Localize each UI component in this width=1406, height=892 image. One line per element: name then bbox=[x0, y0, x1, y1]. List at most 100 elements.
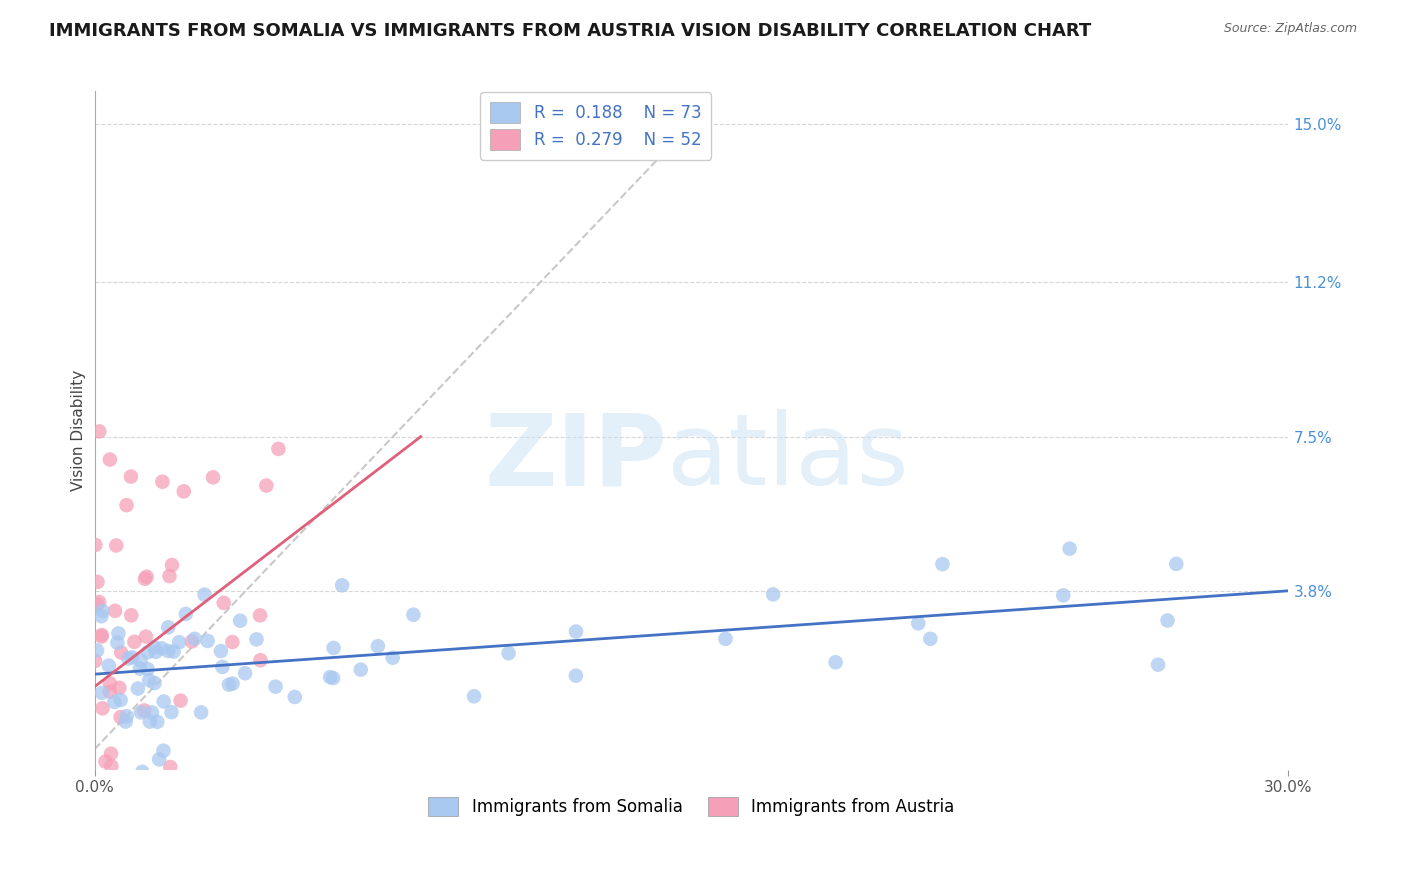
Point bbox=[254, 478, 277, 492]
Point bbox=[110, 693, 132, 707]
Point bbox=[120, 469, 142, 483]
Point bbox=[136, 662, 159, 676]
Point bbox=[330, 578, 353, 592]
Point bbox=[565, 668, 588, 682]
Y-axis label: Vision Disability: Vision Disability bbox=[72, 370, 86, 491]
Point bbox=[1156, 614, 1178, 628]
Point bbox=[221, 635, 243, 649]
Point bbox=[129, 654, 152, 668]
Point bbox=[249, 608, 271, 623]
Point bbox=[267, 442, 290, 456]
Point bbox=[264, 680, 287, 694]
Point bbox=[134, 572, 156, 586]
Point bbox=[173, 484, 195, 499]
Point bbox=[90, 630, 112, 644]
Point bbox=[322, 671, 344, 685]
Text: atlas: atlas bbox=[668, 409, 908, 506]
Point bbox=[129, 706, 152, 720]
Point bbox=[824, 655, 846, 669]
Point bbox=[143, 676, 166, 690]
Point bbox=[169, 693, 191, 707]
Point bbox=[920, 632, 942, 646]
Point bbox=[90, 628, 112, 642]
Point bbox=[89, 425, 111, 439]
Point bbox=[107, 626, 129, 640]
Point bbox=[402, 607, 425, 622]
Point bbox=[167, 635, 190, 649]
Point bbox=[1059, 541, 1081, 556]
Point bbox=[98, 452, 121, 467]
Point bbox=[141, 706, 163, 720]
Point bbox=[1052, 588, 1074, 602]
Point bbox=[367, 639, 389, 653]
Point bbox=[209, 644, 232, 658]
Point bbox=[127, 681, 149, 696]
Point bbox=[121, 650, 143, 665]
Point bbox=[350, 663, 373, 677]
Point bbox=[152, 744, 174, 758]
Text: ZIP: ZIP bbox=[485, 409, 668, 506]
Point bbox=[229, 614, 252, 628]
Point bbox=[138, 673, 160, 688]
Point bbox=[160, 558, 183, 572]
Legend: Immigrants from Somalia, Immigrants from Austria: Immigrants from Somalia, Immigrants from… bbox=[422, 791, 960, 822]
Point bbox=[114, 714, 136, 729]
Point bbox=[221, 676, 243, 690]
Point bbox=[157, 620, 180, 634]
Point bbox=[498, 646, 520, 660]
Point bbox=[180, 634, 202, 648]
Point bbox=[139, 714, 162, 729]
Point bbox=[108, 681, 131, 695]
Point bbox=[90, 609, 112, 624]
Point bbox=[284, 690, 307, 704]
Point bbox=[714, 632, 737, 646]
Point bbox=[89, 774, 111, 789]
Point bbox=[110, 775, 132, 789]
Point bbox=[128, 662, 150, 676]
Point bbox=[152, 694, 174, 708]
Point bbox=[152, 475, 174, 489]
Point bbox=[565, 624, 588, 639]
Point bbox=[146, 775, 169, 789]
Point bbox=[87, 773, 110, 788]
Point bbox=[84, 775, 107, 789]
Point bbox=[89, 595, 111, 609]
Point bbox=[212, 596, 235, 610]
Point bbox=[86, 775, 108, 789]
Point bbox=[762, 587, 785, 601]
Point bbox=[97, 658, 120, 673]
Point bbox=[103, 695, 125, 709]
Point bbox=[86, 598, 108, 612]
Text: IMMIGRANTS FROM SOMALIA VS IMMIGRANTS FROM AUSTRIA VISION DISABILITY CORRELATION: IMMIGRANTS FROM SOMALIA VS IMMIGRANTS FR… bbox=[49, 22, 1091, 40]
Point bbox=[190, 706, 212, 720]
Point bbox=[134, 703, 156, 717]
Point bbox=[91, 686, 114, 700]
Point bbox=[148, 752, 170, 766]
Point bbox=[104, 604, 127, 618]
Point bbox=[211, 660, 233, 674]
Point bbox=[115, 709, 138, 723]
Point bbox=[101, 775, 124, 789]
Point bbox=[183, 632, 205, 646]
Point bbox=[159, 569, 181, 583]
Point bbox=[197, 634, 219, 648]
Point bbox=[86, 775, 108, 789]
Point bbox=[98, 676, 121, 690]
Point bbox=[120, 608, 142, 623]
Point bbox=[157, 644, 180, 658]
Point bbox=[131, 764, 153, 779]
Point bbox=[110, 710, 132, 724]
Point bbox=[249, 653, 271, 667]
Point bbox=[150, 641, 173, 656]
Point bbox=[218, 678, 240, 692]
Point bbox=[135, 570, 157, 584]
Text: Source: ZipAtlas.com: Source: ZipAtlas.com bbox=[1223, 22, 1357, 36]
Point bbox=[197, 775, 219, 789]
Point bbox=[233, 666, 256, 681]
Point bbox=[94, 755, 117, 769]
Point bbox=[110, 646, 132, 660]
Point bbox=[146, 714, 169, 729]
Point bbox=[193, 588, 215, 602]
Point bbox=[86, 574, 108, 589]
Point bbox=[322, 640, 344, 655]
